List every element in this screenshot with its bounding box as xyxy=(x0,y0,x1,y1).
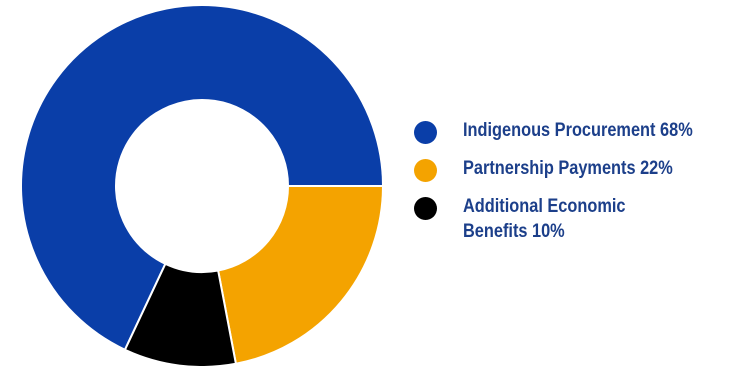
legend-item-indigenous-procurement: Indigenous Procurement 68% xyxy=(414,118,744,144)
legend-item-additional-economic-benefits: Additional Economic Benefits 10% xyxy=(414,194,744,244)
donut-slice-additional-economic-benefits xyxy=(123,262,238,366)
donut-slice-indigenous-procurement xyxy=(20,4,385,352)
legend-label-partnership-payments: Partnership Payments 22% xyxy=(463,158,673,179)
donut-slice-partnership-payments xyxy=(216,185,385,365)
legend-label-additional-economic-benefits: Additional Economic Benefits 10% xyxy=(463,196,626,242)
legend-label-indigenous-procurement: Indigenous Procurement 68% xyxy=(463,120,693,141)
chart-legend: Indigenous Procurement 68% Partnership P… xyxy=(414,118,744,256)
legend-swatch-indigenous-procurement xyxy=(414,121,437,144)
legend-item-partnership-payments: Partnership Payments 22% xyxy=(414,156,744,182)
legend-swatch-partnership-payments xyxy=(414,159,437,182)
legend-swatch-additional-economic-benefits xyxy=(414,197,437,220)
